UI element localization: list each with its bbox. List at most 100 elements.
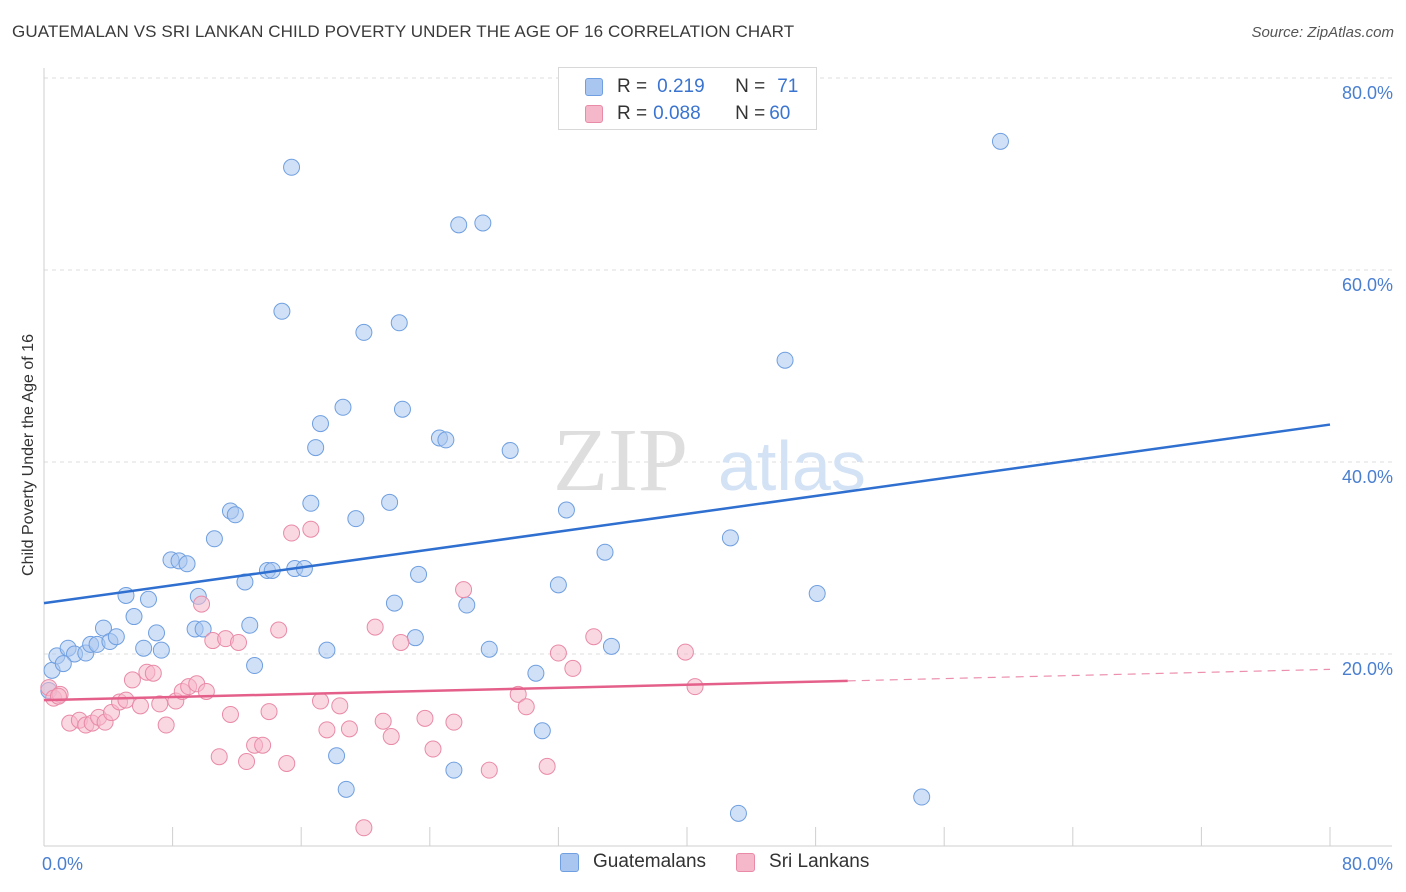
point-guatemalan bbox=[913, 788, 931, 806]
legend-swatch-sri-lankans bbox=[585, 105, 603, 123]
point-guatemalan bbox=[178, 555, 196, 573]
point-sri-lankan bbox=[509, 685, 527, 703]
point-guatemalan bbox=[283, 158, 301, 176]
point-sri-lankan bbox=[382, 728, 400, 746]
y-tick-label: 20.0% bbox=[1342, 659, 1393, 679]
series-sri-lankans bbox=[40, 520, 704, 837]
point-guatemalan bbox=[729, 804, 747, 822]
point-sri-lankan bbox=[283, 524, 301, 542]
point-sri-lankan bbox=[238, 753, 256, 771]
point-sri-lankan bbox=[517, 698, 535, 716]
legend-label-sri-lankans: Sri Lankans bbox=[769, 851, 870, 872]
point-sri-lankan bbox=[676, 643, 694, 661]
point-guatemalan bbox=[273, 302, 291, 320]
point-sri-lankan bbox=[117, 691, 135, 709]
tick-labels: 20.0% 40.0% 60.0% 80.0% 0.0% 80.0% bbox=[42, 83, 1393, 874]
legend-row-sri-lankans: R = 0.088 N = 60 bbox=[585, 101, 790, 127]
point-guatemalan bbox=[318, 641, 336, 659]
point-sri-lankan bbox=[331, 697, 349, 715]
point-guatemalan bbox=[194, 620, 212, 638]
point-sri-lankan bbox=[549, 644, 567, 662]
point-sri-lankan bbox=[355, 819, 373, 837]
point-sri-lankan bbox=[374, 712, 392, 730]
source-label: Source: ZipAtlas.com bbox=[1251, 24, 1394, 41]
point-guatemalan bbox=[549, 576, 567, 594]
series-guatemalans bbox=[40, 132, 1009, 822]
point-guatemalan bbox=[393, 400, 411, 418]
point-guatemalan bbox=[246, 657, 264, 675]
legend-item-guatemalans[interactable]: Guatemalans bbox=[560, 851, 706, 873]
point-guatemalan bbox=[450, 216, 468, 234]
y-tick-label: 60.0% bbox=[1342, 275, 1393, 295]
point-sri-lankan bbox=[302, 520, 320, 538]
point-sri-lankan bbox=[340, 720, 358, 738]
y-axis-label: Child Poverty Under the Age of 16 bbox=[20, 334, 37, 576]
point-sri-lankan bbox=[564, 659, 582, 677]
point-guatemalan bbox=[139, 590, 157, 608]
point-guatemalan bbox=[991, 132, 1009, 150]
chart-title: GUATEMALAN VS SRI LANKAN CHILD POVERTY U… bbox=[12, 22, 795, 41]
point-sri-lankan bbox=[193, 595, 211, 613]
point-guatemalan bbox=[337, 780, 355, 798]
point-guatemalan bbox=[355, 323, 373, 341]
trend-line-guatemalans bbox=[43, 423, 1331, 605]
y-tick-label: 40.0% bbox=[1342, 467, 1393, 487]
y-tick-label: 80.0% bbox=[1342, 83, 1393, 103]
point-guatemalan bbox=[557, 501, 575, 519]
correlation-legend: R = 0.219 N = 71 R = 0.088 N = 60 bbox=[558, 67, 817, 130]
point-sri-lankan bbox=[455, 581, 473, 599]
legend-swatch-sri-lankans bbox=[736, 852, 756, 872]
point-guatemalan bbox=[241, 616, 259, 634]
point-guatemalan bbox=[381, 493, 399, 511]
point-sri-lankan bbox=[686, 678, 704, 696]
point-sri-lankan bbox=[392, 633, 410, 651]
point-guatemalan bbox=[205, 530, 223, 548]
legend-n-value: 71 bbox=[777, 76, 799, 97]
point-sri-lankan bbox=[254, 736, 272, 754]
point-guatemalan bbox=[437, 431, 455, 449]
point-guatemalan bbox=[596, 543, 614, 561]
point-sri-lankan bbox=[151, 695, 169, 713]
watermark-zip: ZIP bbox=[553, 411, 688, 510]
point-guatemalan bbox=[458, 596, 476, 614]
trend-line-sri-lankans-dashed bbox=[847, 668, 1331, 682]
point-guatemalan bbox=[152, 641, 170, 659]
point-guatemalan bbox=[721, 529, 739, 547]
point-guatemalan bbox=[107, 628, 125, 646]
point-guatemalan bbox=[533, 722, 551, 740]
legend-row-guatemalans: R = 0.219 N = 71 bbox=[585, 74, 798, 100]
point-guatemalan bbox=[328, 747, 346, 765]
point-guatemalan bbox=[302, 494, 320, 512]
point-guatemalan bbox=[602, 637, 620, 655]
point-guatemalan bbox=[148, 624, 166, 642]
point-sri-lankan bbox=[157, 716, 175, 734]
point-sri-lankan bbox=[131, 697, 149, 715]
point-guatemalan bbox=[54, 655, 72, 673]
trend-lines bbox=[43, 423, 1331, 702]
point-sri-lankan bbox=[230, 633, 248, 651]
legend-n-label: N = bbox=[735, 103, 766, 124]
legend-swatch-guatemalans bbox=[585, 78, 603, 96]
axes bbox=[43, 68, 1392, 847]
legend-item-sri-lankans[interactable]: Sri Lankans bbox=[736, 851, 869, 873]
series-legend: Guatemalans Sri Lankans bbox=[560, 851, 899, 873]
point-guatemalan bbox=[808, 585, 826, 603]
point-sri-lankan bbox=[480, 761, 498, 779]
point-guatemalan bbox=[527, 664, 545, 682]
point-guatemalan bbox=[445, 761, 463, 779]
point-sri-lankan bbox=[123, 671, 141, 689]
point-sri-lankan bbox=[311, 692, 329, 710]
point-sri-lankan bbox=[318, 721, 336, 739]
point-guatemalan bbox=[311, 415, 329, 433]
legend-label-guatemalans: Guatemalans bbox=[593, 851, 707, 872]
point-sri-lankan bbox=[416, 709, 434, 727]
legend-r-label: R = bbox=[617, 103, 648, 124]
x-tick-label-max: 80.0% bbox=[1342, 854, 1393, 874]
point-sri-lankan bbox=[210, 748, 228, 766]
point-sri-lankan bbox=[144, 664, 162, 682]
point-guatemalan bbox=[501, 441, 519, 459]
point-guatemalan bbox=[776, 351, 794, 369]
point-guatemalan bbox=[226, 506, 244, 524]
legend-swatch-guatemalans bbox=[560, 852, 579, 872]
